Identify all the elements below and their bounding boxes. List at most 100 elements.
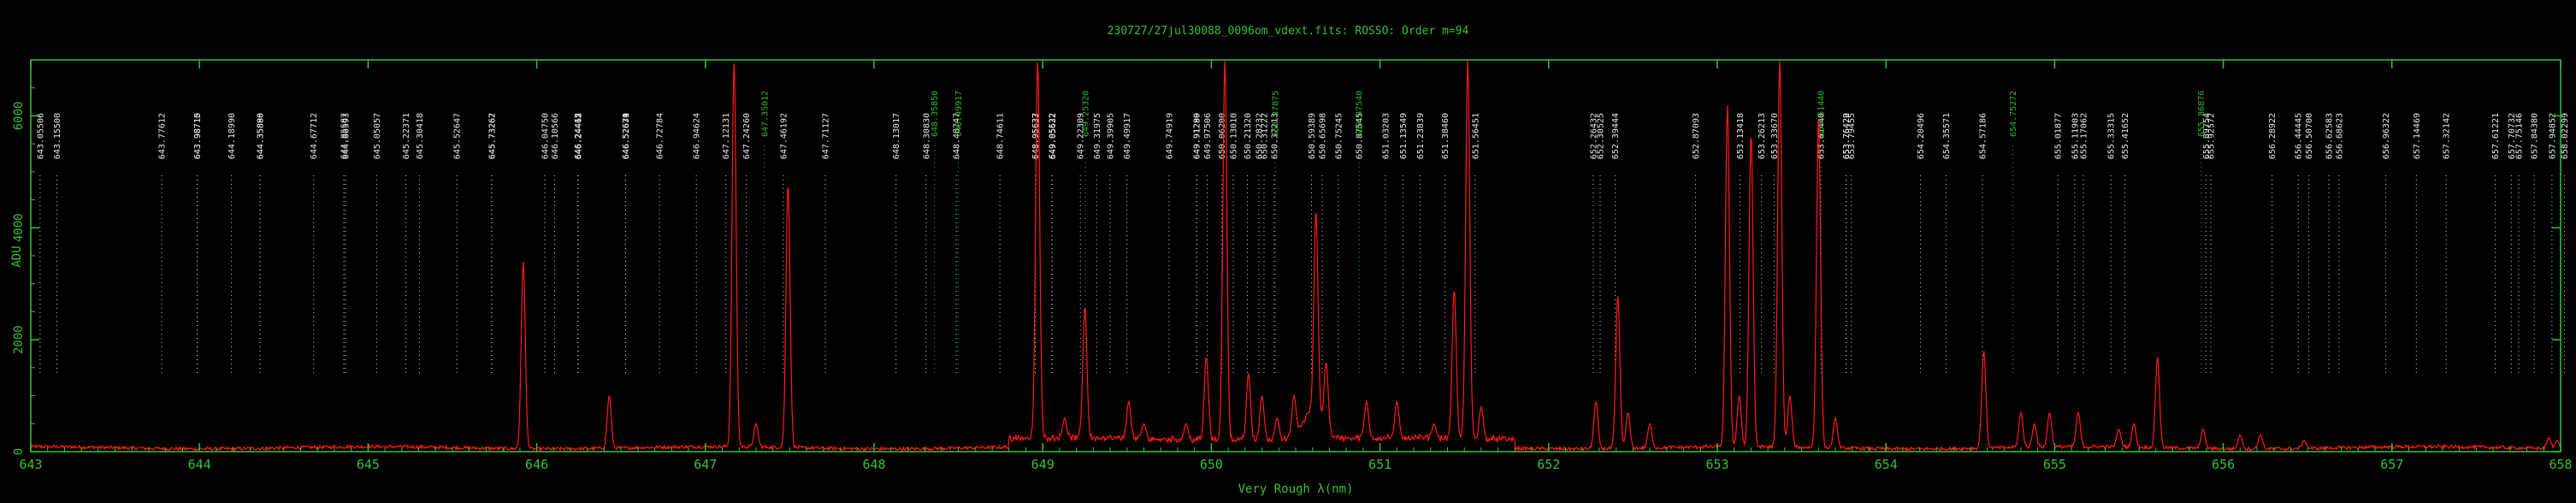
line-label: 647.12131 (722, 113, 731, 159)
line-label: 651.38460 (1441, 113, 1450, 159)
y-axis: 0 2000 4000 6000 (12, 87, 2561, 455)
x-tick-label: 653 (1705, 457, 1728, 472)
y-tick-label: 6000 (12, 102, 26, 131)
x-tick-label: 643 (19, 457, 42, 472)
line-label: 647.71127 (822, 113, 831, 159)
y-tick-label: 2000 (12, 325, 26, 354)
line-label: 657.70732 (2508, 113, 2517, 159)
line-label: 656.50700 (2305, 113, 2314, 159)
x-tick-label: 656 (2212, 457, 2235, 472)
line-label: 653.76420 (1842, 113, 1852, 159)
line-label: 645.22371 (402, 113, 411, 159)
line-label: 655.11903 (2071, 113, 2080, 159)
line-label: 649.91299 (1193, 113, 1202, 159)
line-label: 653.26213 (1758, 113, 1767, 159)
line-label: 650.28232 (1256, 113, 1265, 159)
line-label: 643.98715 (193, 113, 203, 159)
line-label: 651.13549 (1399, 113, 1409, 159)
line-label: 653.61440 (1817, 113, 1827, 159)
line-label: 648.48747 (953, 113, 962, 159)
line-label: 650.37213 (1270, 113, 1279, 159)
x-tick-label: 648 (862, 457, 885, 472)
line-label: 646.10566 (551, 113, 560, 159)
line-label: 645.30418 (416, 113, 425, 159)
line-label: 653.13418 (1736, 113, 1746, 159)
x-tick-label: 654 (1875, 457, 1898, 472)
x-tick-label: 649 (1031, 457, 1055, 472)
x-tick-label: 646 (525, 457, 548, 472)
line-label: 646.52679 (622, 113, 631, 159)
line-label: 643.15500 (53, 113, 62, 159)
line-label: 658.02299 (2561, 113, 2570, 159)
line-label: 643.05506 (36, 113, 45, 159)
line-label-green: 647.35012 (760, 91, 770, 137)
line-label: 653.33670 (1770, 113, 1780, 159)
y-tick-label: 0 (12, 448, 26, 455)
line-label: 649.49917 (1123, 113, 1132, 159)
y-axis-label: ADU (10, 246, 24, 267)
line-label-green: 655.86876 (2197, 91, 2207, 137)
line-label: 649.97506 (1203, 113, 1213, 159)
line-label: 646.52671 (622, 113, 631, 159)
line-label: 650.75245 (1334, 113, 1344, 159)
line-label-green: 650.87540 (1356, 91, 1365, 137)
line-label: 656.44445 (2295, 113, 2304, 159)
x-tick-label: 652 (1537, 457, 1560, 472)
line-label-green: 653.61440 (1817, 91, 1827, 137)
line-label: 643.98710 (193, 113, 203, 159)
line-label: 649.22309 (1077, 113, 1086, 159)
line-label: 657.84380 (2531, 113, 2540, 159)
line-label: 651.03203 (1381, 113, 1391, 159)
line-label: 644.86593 (341, 113, 351, 159)
line-label: 655.89754 (2202, 113, 2212, 159)
line-label: 646.52634 (622, 113, 631, 159)
x-tick-label: 658 (2549, 457, 2572, 472)
line-label: 645.52647 (453, 113, 463, 159)
line-label: 656.28922 (2268, 113, 2278, 159)
x-axis: 643 644 645 646 647 648 649 650 651 652 653 654 655 6… (19, 60, 2573, 472)
line-label: 646.72784 (656, 113, 665, 159)
line-label: 652.30525 (1596, 113, 1605, 159)
line-label-green: 648.35850 (931, 91, 940, 137)
line-label: 654.20496 (1917, 113, 1926, 159)
line-label: 648.13017 (892, 113, 901, 159)
line-label: 657.32142 (2443, 113, 2452, 159)
x-tick-label: 647 (694, 457, 717, 472)
line-label: 649.39905 (1106, 113, 1115, 159)
line-label: 647.46192 (779, 113, 789, 159)
line-label: 649.31975 (1093, 113, 1102, 159)
line-label: 644.18990 (227, 113, 237, 159)
line-label: 650.65698 (1318, 113, 1327, 159)
line-label: 649.74919 (1165, 113, 1174, 159)
line-label: 654.35571 (1942, 113, 1952, 159)
line-label: 644.35896 (256, 113, 265, 159)
x-tick-label: 650 (1200, 457, 1223, 472)
line-label-green: 650.37875 (1272, 91, 1281, 137)
line-label: 646.24462 (574, 113, 583, 159)
line-label: 646.24415 (574, 113, 583, 159)
line-label: 657.61221 (2491, 113, 2501, 159)
line-label-green: 654.75272 (2009, 91, 2018, 137)
line-label: 650.87545 (1356, 113, 1365, 159)
line-label: 649.05522 (1049, 113, 1058, 159)
line-label: 654.57186 (1978, 113, 1988, 159)
y-tick-label: 4000 (12, 213, 26, 242)
line-label: 656.68623 (2335, 113, 2344, 159)
x-tick-label: 651 (1368, 457, 1391, 472)
line-label: 652.39444 (1611, 113, 1621, 159)
line-label: 646.04750 (541, 113, 550, 159)
x-tick-label: 655 (2043, 457, 2066, 472)
x-axis-label: Very Rough λ(nm) (1238, 482, 1354, 496)
line-label: 645.73262 (487, 113, 497, 159)
line-label: 655.01877 (2054, 113, 2064, 159)
line-label: 651.23839 (1416, 113, 1426, 159)
line-label: 648.74611 (996, 113, 1006, 159)
line-label-green: 649.25320 (1082, 91, 1091, 137)
line-label: 650.59389 (1308, 113, 1317, 159)
line-labels: 643.05506 643.15500 643.77612 643.98710643.… (36, 91, 2570, 159)
line-label: 655.41652 (2121, 113, 2130, 159)
line-label: 644.67712 (310, 113, 319, 159)
line-label: 653.76422 (1842, 113, 1852, 159)
